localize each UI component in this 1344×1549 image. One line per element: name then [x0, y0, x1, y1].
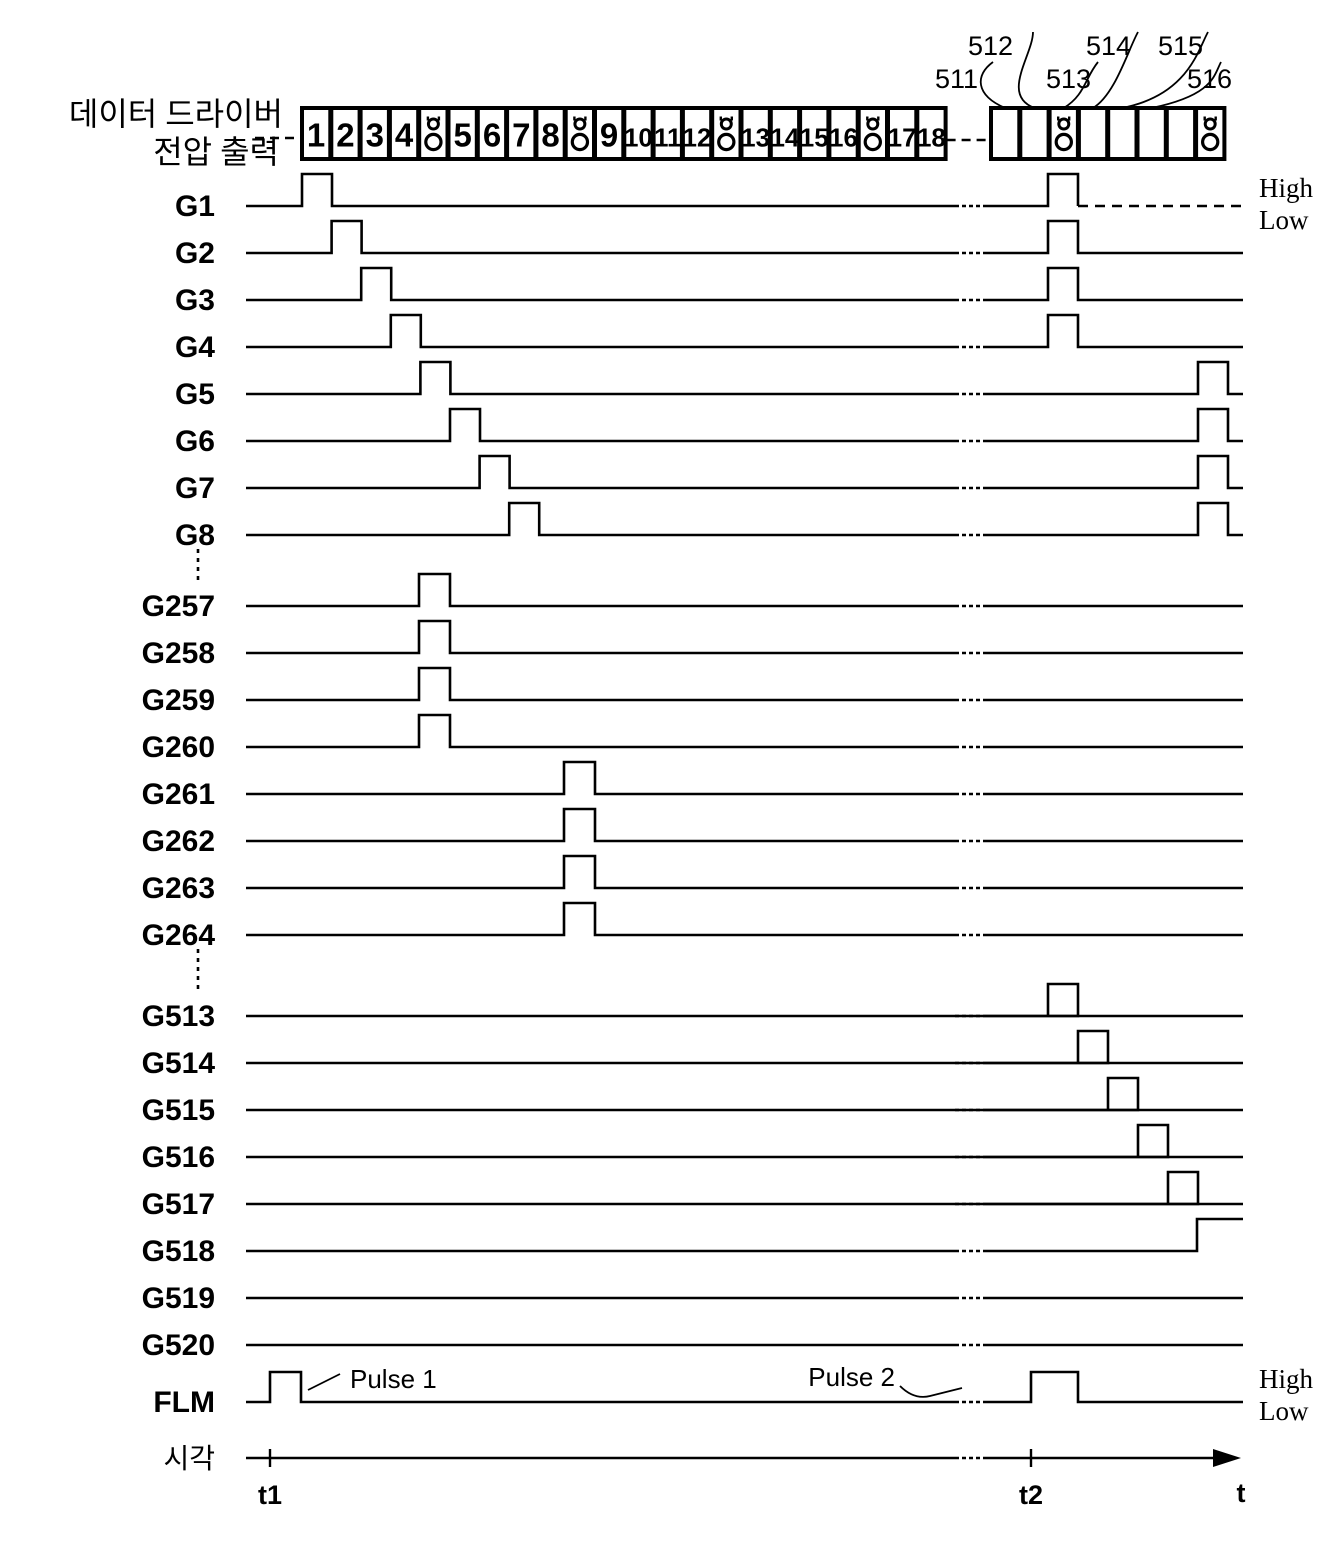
svg-text:514: 514	[1086, 31, 1131, 61]
svg-text:Pulse 2: Pulse 2	[808, 1362, 895, 1392]
svg-text:4: 4	[395, 117, 414, 154]
svg-text:5: 5	[454, 117, 472, 154]
svg-text:G261: G261	[142, 778, 215, 811]
svg-text:8: 8	[541, 117, 559, 154]
svg-text:9: 9	[600, 117, 618, 154]
svg-text:3: 3	[366, 117, 384, 154]
svg-text:G262: G262	[142, 825, 215, 858]
svg-text:G8: G8	[175, 519, 215, 552]
svg-text:G263: G263	[142, 872, 215, 905]
svg-text:G264: G264	[142, 919, 216, 952]
svg-text:전압 출력: 전압 출력	[153, 134, 279, 170]
svg-text:513: 513	[1046, 64, 1091, 94]
svg-text:t2: t2	[1019, 1480, 1043, 1510]
svg-text:Pulse 1: Pulse 1	[350, 1364, 437, 1394]
svg-text:G6: G6	[175, 425, 215, 458]
svg-text:10: 10	[624, 123, 653, 153]
svg-text:G5: G5	[175, 378, 215, 411]
svg-text:15: 15	[800, 123, 829, 153]
svg-text:Low: Low	[1259, 205, 1309, 235]
svg-text:G2: G2	[175, 237, 215, 270]
svg-text:G259: G259	[142, 684, 215, 717]
svg-text:G517: G517	[142, 1188, 215, 1221]
svg-text:High: High	[1259, 1364, 1314, 1394]
svg-text:1: 1	[307, 117, 325, 154]
svg-text:12: 12	[683, 123, 712, 153]
svg-text:G518: G518	[142, 1235, 215, 1268]
svg-text:G514: G514	[142, 1047, 216, 1080]
svg-text:G513: G513	[142, 1000, 215, 1033]
svg-text:G515: G515	[142, 1094, 215, 1127]
svg-text:G258: G258	[142, 637, 215, 670]
svg-text:18: 18	[917, 123, 946, 153]
svg-text:t: t	[1237, 1478, 1246, 1508]
svg-text:14: 14	[770, 123, 799, 153]
svg-text:7: 7	[512, 117, 530, 154]
svg-text:516: 516	[1187, 64, 1232, 94]
svg-text:High: High	[1259, 173, 1314, 203]
svg-text:G257: G257	[142, 590, 215, 623]
svg-text:11: 11	[654, 123, 682, 153]
svg-text:G260: G260	[142, 731, 215, 764]
svg-text:FLM: FLM	[153, 1386, 215, 1419]
svg-text:512: 512	[968, 31, 1013, 61]
svg-text:G516: G516	[142, 1141, 215, 1174]
svg-text:G7: G7	[175, 472, 215, 505]
svg-text:G3: G3	[175, 284, 215, 317]
svg-text:511: 511	[935, 64, 978, 94]
svg-text:G520: G520	[142, 1329, 215, 1362]
svg-text:G519: G519	[142, 1282, 215, 1315]
svg-text:2: 2	[336, 117, 354, 154]
svg-text:G4: G4	[175, 331, 215, 364]
svg-text:t1: t1	[258, 1480, 282, 1510]
svg-text:데이터 드라이버: 데이터 드라이버	[69, 96, 283, 132]
svg-text:시각: 시각	[163, 1444, 215, 1475]
svg-text:16: 16	[829, 123, 858, 153]
svg-text:G1: G1	[175, 190, 215, 223]
svg-text:Low: Low	[1259, 1396, 1309, 1426]
svg-text:6: 6	[483, 117, 501, 154]
svg-text:17: 17	[888, 123, 917, 153]
svg-text:13: 13	[741, 123, 770, 153]
